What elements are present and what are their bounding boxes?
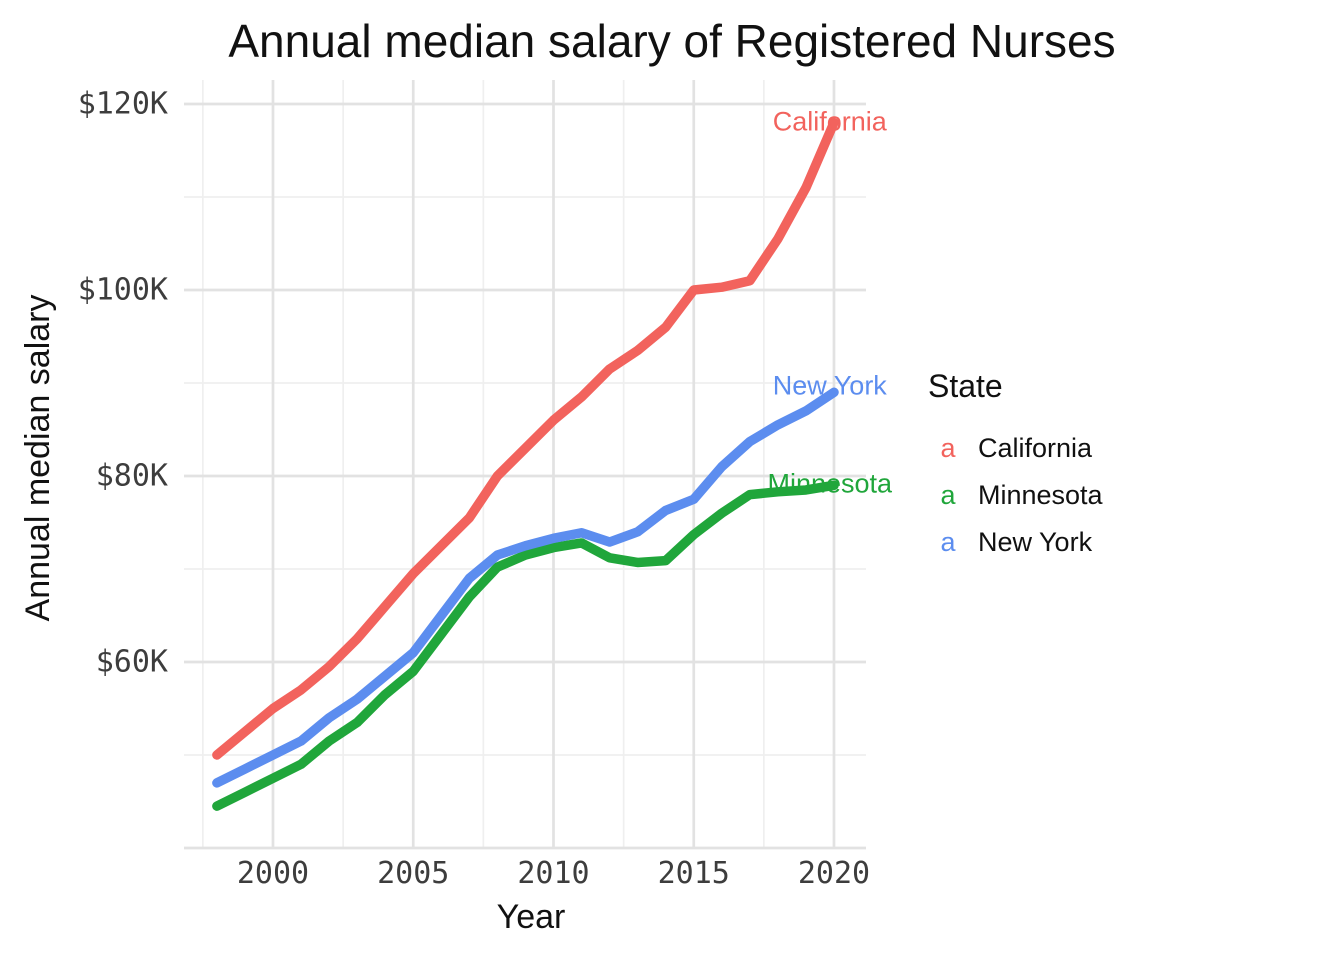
x-tick-label: 2015 [657,856,730,891]
legend-label: Minnesota [978,480,1103,510]
series-label-minnesota: Minnesota [767,468,893,499]
legend-title: State [928,368,1003,404]
y-tick-label: $100K [77,272,168,308]
line-minnesota [212,480,839,811]
series-label-new-york: New York [772,370,887,401]
line-new-york [212,387,839,788]
legend: State a California a Minnesota a New York [928,368,1103,566]
legend-entries: a California a Minnesota a New York [928,425,1103,566]
chart-title: Annual median salary of Registered Nurse… [228,15,1116,67]
y-tick-label: $120K [77,86,168,122]
y-tick-label: $80K [95,458,168,494]
series-label-california: California [772,106,887,137]
legend-row-california: a California [928,425,1103,472]
legend-label: California [978,433,1093,463]
legend-key-glyph: a [940,527,956,557]
legend-row-new-york: a New York [928,519,1103,566]
line-california [212,117,839,760]
legend-label: New York [978,527,1093,557]
x-axis-title: Year [496,898,566,936]
x-tick-label: 2010 [517,856,590,891]
x-tick-label: 2020 [797,856,871,891]
x-tick-label: 2000 [236,856,310,891]
legend-key-glyph: a [940,433,956,463]
legend-key-glyph: a [940,480,956,510]
y-tick-label: $60K [95,644,168,680]
legend-row-minnesota: a Minnesota [928,472,1103,519]
x-tick-label: 2005 [377,856,450,891]
